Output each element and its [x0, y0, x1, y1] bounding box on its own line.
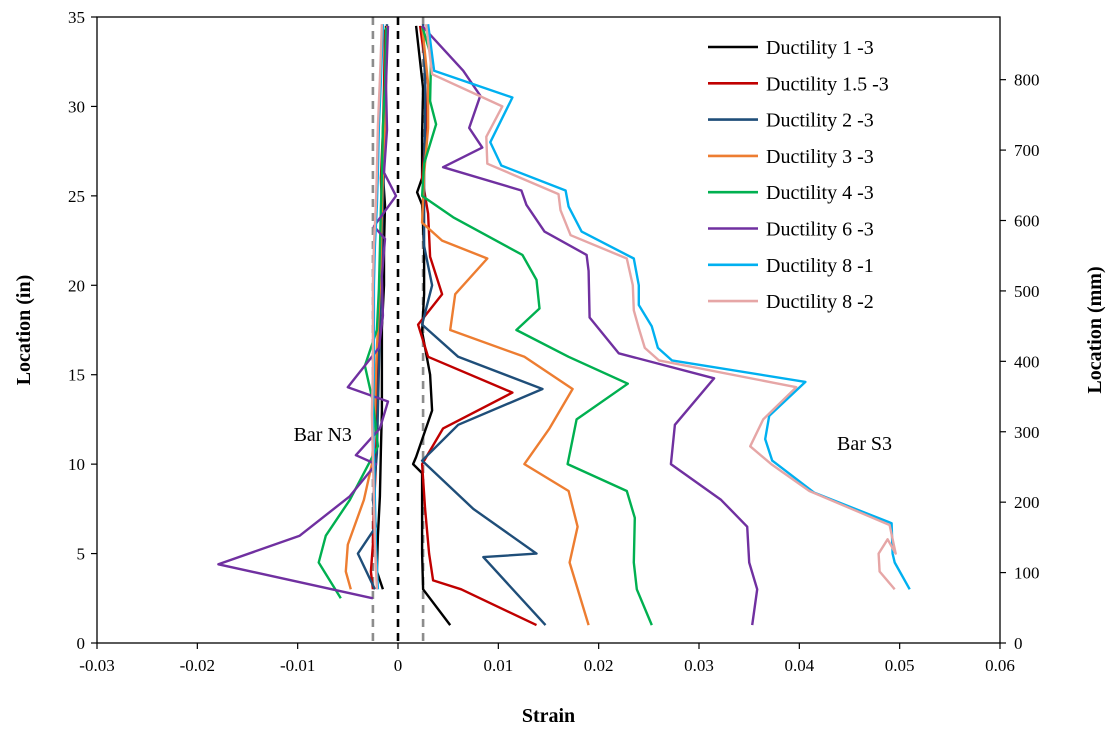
x-tick-label: 0.03 — [684, 656, 714, 675]
y2-tick-label: 700 — [1014, 141, 1040, 160]
legend-label: Ductility 8 -1 — [766, 255, 874, 277]
x-tick-label: -0.01 — [280, 656, 315, 675]
y-tick-label: 0 — [77, 634, 86, 653]
y-tick-label: 25 — [68, 187, 85, 206]
y2-tick-label: 800 — [1014, 71, 1040, 90]
y-tick-label: 5 — [77, 545, 86, 564]
legend-label: Ductility 2 -3 — [766, 110, 874, 132]
series-line-6-bar-s3 — [421, 25, 759, 626]
plot-area-frame — [96, 16, 1001, 644]
x-tick-label: 0.04 — [784, 656, 814, 675]
x-tick-label: 0.01 — [483, 656, 513, 675]
x-tick-label: 0.06 — [985, 656, 1015, 675]
x-tick-label: -0.03 — [79, 656, 114, 675]
series-line-2-bar-s3 — [416, 25, 538, 627]
series-line-8-bar-s3 — [424, 24, 897, 591]
legend-label: Ductility 4 -3 — [766, 182, 874, 204]
y-tick-label: 10 — [68, 455, 85, 474]
y2-axis-title: Location (mm) — [1084, 266, 1106, 393]
y2-tick-label: 500 — [1014, 282, 1040, 301]
y-tick-label: 30 — [68, 97, 85, 116]
annotation-bar-n3: Bar N3 — [294, 424, 352, 446]
x-tick-label: 0.02 — [584, 656, 614, 675]
annotations: Bar N3 Bar S3 — [294, 424, 892, 455]
series-line-1-bar-s3 — [411, 25, 452, 626]
y2-tick-label: 200 — [1014, 493, 1040, 512]
series-lines — [217, 24, 911, 627]
x-tick-label: 0 — [394, 656, 403, 675]
x-tick-label: 0.05 — [885, 656, 915, 675]
y-axis-title: Location (in) — [13, 275, 35, 386]
series-line-5-bar-s3 — [420, 25, 653, 626]
series-line-4-bar-s3 — [420, 25, 590, 626]
y2-tick-label: 0 — [1014, 634, 1023, 653]
y2-axis-ticks: 0 100 200 300 400 500 600 700 800 — [1000, 71, 1040, 653]
legend-label: Ductility 3 -3 — [766, 146, 874, 168]
series-line-5-bar-n3 — [317, 27, 388, 599]
series-line-3-bar-s3 — [420, 24, 547, 626]
legend-label: Ductility 8 -2 — [766, 291, 874, 313]
y2-tick-label: 400 — [1014, 352, 1040, 371]
x-axis-title: Strain — [522, 705, 575, 727]
annotation-bar-s3: Bar S3 — [837, 433, 892, 455]
y-tick-label: 35 — [68, 8, 85, 27]
legend-label: Ductility 6 -3 — [766, 219, 874, 241]
y2-tick-label: 300 — [1014, 423, 1040, 442]
legend-label: Ductility 1 -3 — [766, 37, 874, 59]
x-tick-label: -0.02 — [180, 656, 215, 675]
y-axis-ticks: 0 5 10 15 20 25 30 35 — [68, 8, 97, 653]
y2-tick-label: 600 — [1014, 212, 1040, 231]
series-line-8-bar-n3 — [370, 24, 384, 590]
legend-label: Ductility 1.5 -3 — [766, 73, 889, 95]
y-tick-label: 15 — [68, 366, 85, 385]
x-axis-ticks: -0.03 -0.02 -0.01 0 0.01 0.02 0.03 0.04 0.05 0.06 — [79, 643, 1015, 675]
y-tick-label: 20 — [68, 276, 85, 295]
series-line-6-bar-n3 — [217, 25, 398, 600]
legend: Ductility 1 -3 Ductility 1.5 -3 Ductility … — [700, 26, 936, 314]
y2-tick-label: 100 — [1014, 564, 1040, 583]
